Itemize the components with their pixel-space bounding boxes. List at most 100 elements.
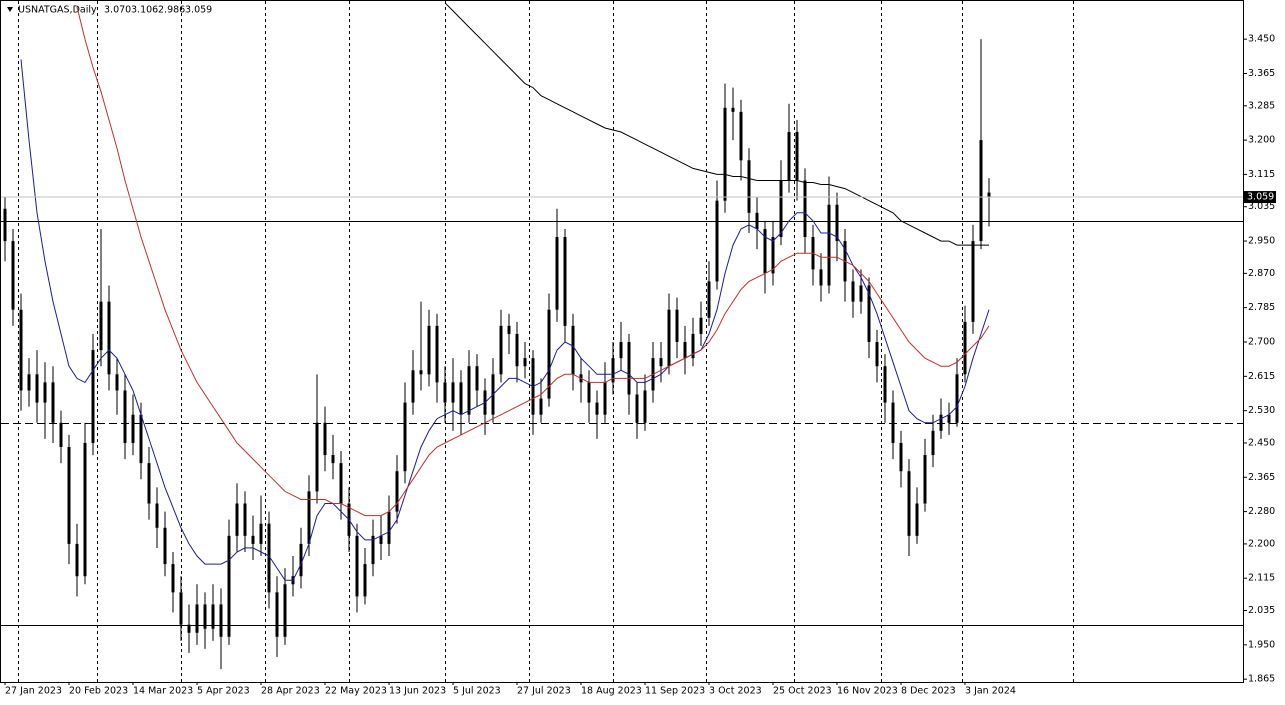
last-open: 3.070 xyxy=(104,5,131,16)
candle-body xyxy=(187,624,191,633)
candle-body xyxy=(971,241,975,322)
candle-body xyxy=(475,366,479,391)
x-tick-label: 16 Nov 2023 xyxy=(837,686,898,697)
candle-body xyxy=(283,584,287,637)
candle-body xyxy=(275,592,279,637)
candle-body xyxy=(435,325,439,383)
y-tick-label: 3.035 xyxy=(1248,201,1275,212)
y-tick-label: 2.530 xyxy=(1248,405,1275,416)
candle-body xyxy=(571,325,575,375)
y-tick-label: 2.365 xyxy=(1248,472,1275,483)
chart-title: USNATGAS,Daily xyxy=(18,5,97,16)
price-tag-label: 3.059 xyxy=(1247,192,1274,203)
y-tick-label: 3.450 xyxy=(1248,34,1275,45)
candle-body xyxy=(899,442,903,472)
candle-body xyxy=(27,374,31,391)
candle-body xyxy=(947,414,951,423)
candle-body xyxy=(691,333,695,359)
candle-body xyxy=(427,325,431,375)
y-tick-label: 1.865 xyxy=(1248,674,1275,685)
candle-body xyxy=(715,200,719,282)
candle-body xyxy=(267,523,271,593)
candle-body xyxy=(563,237,567,326)
candle-body xyxy=(835,204,839,242)
candle-body xyxy=(91,350,95,443)
candle-body xyxy=(243,503,247,536)
candle-body xyxy=(619,342,623,359)
candle-body xyxy=(371,535,375,565)
y-tick-label: 3.200 xyxy=(1248,135,1275,146)
candle-body xyxy=(747,160,751,213)
candle-body xyxy=(443,382,447,403)
candle-body xyxy=(923,455,927,504)
candle-body xyxy=(659,358,663,367)
candle-body xyxy=(315,422,319,492)
candle-body xyxy=(547,309,551,399)
y-tick-label: 2.700 xyxy=(1248,337,1275,348)
candle-body xyxy=(699,317,703,334)
last-low: 2.986 xyxy=(158,5,185,16)
x-tick-label: 22 May 2023 xyxy=(325,686,387,697)
candle-body xyxy=(507,325,511,334)
x-tick-label: 3 Oct 2023 xyxy=(709,686,762,697)
candle-body xyxy=(851,281,855,302)
x-tick-label: 20 Feb 2023 xyxy=(69,686,128,697)
x-tick-label: 14 Mar 2023 xyxy=(133,686,193,697)
candle-body xyxy=(539,398,543,415)
x-tick-label: 13 Jun 2023 xyxy=(389,686,446,697)
candle-body xyxy=(75,543,79,577)
candle-body xyxy=(83,442,87,577)
candle-body xyxy=(827,204,831,286)
candle-body xyxy=(227,535,231,637)
x-tick-label: 11 Sep 2023 xyxy=(645,686,705,697)
candle-body xyxy=(59,422,63,447)
candle-body xyxy=(675,309,679,343)
candle-body xyxy=(515,333,519,367)
candle-body xyxy=(979,140,983,242)
candle-body xyxy=(523,358,527,367)
candle-body xyxy=(323,422,327,456)
x-tick-label: 27 Jan 2023 xyxy=(5,686,62,697)
candle-body xyxy=(147,463,151,504)
candle-body xyxy=(667,309,671,367)
y-tick-label: 2.950 xyxy=(1248,236,1275,247)
moving-average xyxy=(444,2,989,246)
candle-body xyxy=(259,523,263,544)
candle-body xyxy=(123,390,127,443)
candle-body xyxy=(395,471,399,512)
y-tick-label: 2.035 xyxy=(1248,605,1275,616)
candle-body xyxy=(3,208,7,242)
plot-frame xyxy=(0,0,1244,683)
candle-body xyxy=(19,309,23,391)
candle-body xyxy=(379,535,383,544)
candle-body xyxy=(627,342,631,395)
candle-body xyxy=(131,414,135,443)
candle-body xyxy=(99,301,103,351)
last-high: 3.106 xyxy=(131,5,158,16)
y-tick-label: 2.785 xyxy=(1248,302,1275,313)
candle-body xyxy=(35,374,39,403)
x-tick-label: 5 Jul 2023 xyxy=(453,686,501,697)
candle-body xyxy=(67,446,71,544)
candle-body xyxy=(451,382,455,403)
candle-body xyxy=(459,382,463,415)
candle-body xyxy=(403,402,407,472)
candle-body xyxy=(987,192,991,198)
x-tick-label: 25 Oct 2023 xyxy=(773,686,832,697)
candle-body xyxy=(163,527,167,565)
candle-body xyxy=(763,228,767,274)
candle-body xyxy=(211,604,215,629)
candle-body xyxy=(43,382,47,403)
y-tick-label: 3.285 xyxy=(1248,100,1275,111)
menu-icon xyxy=(7,7,13,12)
moving-average xyxy=(20,59,990,581)
candle-body xyxy=(139,414,143,464)
candle-body xyxy=(731,107,735,112)
candle-body xyxy=(595,402,599,415)
candle-body xyxy=(603,382,607,415)
candle-body xyxy=(795,132,799,181)
candle-body xyxy=(171,564,175,593)
candle-body xyxy=(235,503,239,536)
candle-body xyxy=(363,564,367,597)
x-tick-label: 8 Dec 2023 xyxy=(901,686,956,697)
